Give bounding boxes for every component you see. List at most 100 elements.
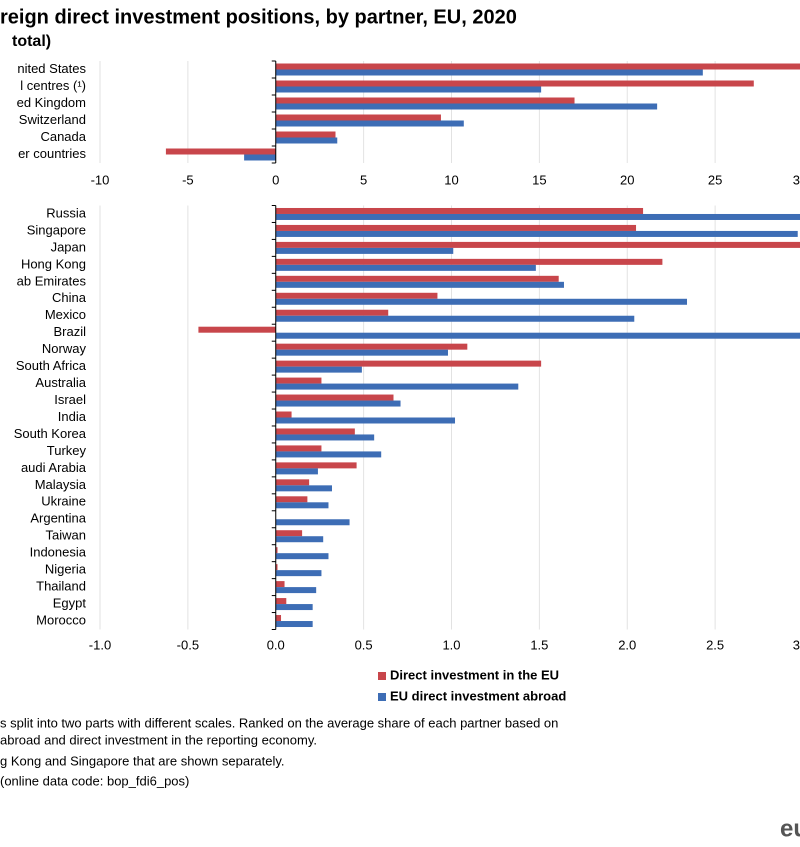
category-label: Indonesia (30, 545, 87, 560)
bar (275, 114, 441, 121)
category-label: nited States (17, 61, 86, 76)
bar (275, 247, 454, 254)
bar (275, 530, 303, 537)
x-tick-label: 5 (360, 172, 367, 187)
x-tick-label: 15 (532, 172, 546, 187)
bar (275, 519, 350, 526)
x-tick-label: 1.0 (442, 637, 460, 652)
bar (275, 428, 355, 435)
bar (275, 587, 317, 594)
logo: eu (780, 815, 800, 842)
category-label: Australia (35, 375, 86, 390)
bar (275, 496, 308, 503)
category-label: Russia (46, 205, 87, 220)
bar (275, 394, 394, 401)
category-label: Switzerland (19, 112, 86, 127)
bar (275, 69, 703, 76)
bar (275, 309, 389, 316)
bar (275, 400, 401, 407)
bar (275, 360, 542, 367)
footnote: (online data code: bop_fdi6_pos) (0, 773, 189, 788)
bar (275, 298, 688, 305)
bar (275, 97, 575, 104)
chart-subtitle: total) (12, 33, 51, 50)
bar (275, 258, 663, 265)
category-label: Nigeria (45, 562, 87, 577)
category-label: audi Arabia (21, 460, 87, 475)
bar (275, 332, 800, 339)
x-tick-label: 0 (272, 172, 279, 187)
bar (198, 326, 276, 333)
bar (275, 615, 282, 622)
x-tick-label: 25 (708, 172, 722, 187)
chart-title: reign direct investment positions, by pa… (0, 6, 517, 28)
bar (275, 570, 322, 577)
x-tick-label: 2.0 (618, 637, 636, 652)
legend-swatch (378, 693, 386, 701)
bar (275, 462, 357, 469)
category-label: l centres (¹) (20, 78, 86, 93)
bar (275, 63, 800, 70)
x-tick-label: -1.0 (89, 637, 111, 652)
bar (275, 621, 313, 628)
bar (275, 349, 448, 356)
category-label: Mexico (45, 307, 86, 322)
bar (275, 604, 313, 611)
category-label: China (52, 290, 87, 305)
footnote: abroad and direct investment in the repo… (0, 732, 317, 747)
footnote: g Kong and Singapore that are shown sepa… (0, 753, 285, 768)
category-label: Hong Kong (21, 256, 86, 271)
bar (275, 451, 382, 458)
bar (275, 224, 637, 231)
category-label: South Korea (14, 426, 87, 441)
bar (275, 502, 329, 509)
bar (275, 213, 800, 220)
x-tick-label: -0.5 (177, 637, 199, 652)
x-tick-label: -10 (91, 172, 110, 187)
legend-label: EU direct investment abroad (390, 688, 566, 703)
bar (275, 547, 278, 554)
category-label: South Africa (16, 358, 87, 373)
footnote: s split into two parts with different sc… (0, 715, 558, 730)
bar (275, 120, 464, 127)
bar (275, 264, 536, 271)
x-tick-label: -5 (182, 172, 194, 187)
category-label: Israel (54, 392, 86, 407)
category-label: Ukraine (41, 494, 86, 509)
x-tick-label: 1.5 (530, 637, 548, 652)
category-label: ab Emirates (17, 273, 87, 288)
bar (275, 292, 438, 299)
bar (275, 445, 322, 452)
x-tick-label: 3 (793, 637, 800, 652)
bar (275, 230, 798, 237)
category-label: Egypt (53, 595, 87, 610)
bar (275, 434, 375, 441)
bar (275, 281, 564, 288)
bar (275, 383, 519, 390)
category-label: Thailand (36, 579, 86, 594)
x-tick-label: 0.0 (267, 637, 285, 652)
bar (275, 241, 800, 248)
bar (275, 207, 644, 214)
bar (275, 564, 278, 571)
x-tick-label: 20 (620, 172, 634, 187)
category-label: er countries (18, 146, 86, 161)
x-tick-label: 10 (444, 172, 458, 187)
category-label: ed Kingdom (17, 95, 86, 110)
legend-swatch (378, 672, 386, 680)
bar (275, 103, 658, 110)
category-label: Taiwan (46, 528, 86, 543)
bar (275, 86, 542, 93)
bar (275, 137, 338, 144)
bar (275, 366, 362, 373)
category-label: India (58, 409, 87, 424)
category-label: Norway (42, 341, 87, 356)
bar (275, 343, 468, 350)
category-label: Canada (40, 129, 86, 144)
bar (275, 553, 329, 560)
bar (275, 479, 310, 486)
bar (275, 468, 318, 475)
category-label: Brazil (53, 324, 86, 339)
category-label: Singapore (27, 222, 86, 237)
